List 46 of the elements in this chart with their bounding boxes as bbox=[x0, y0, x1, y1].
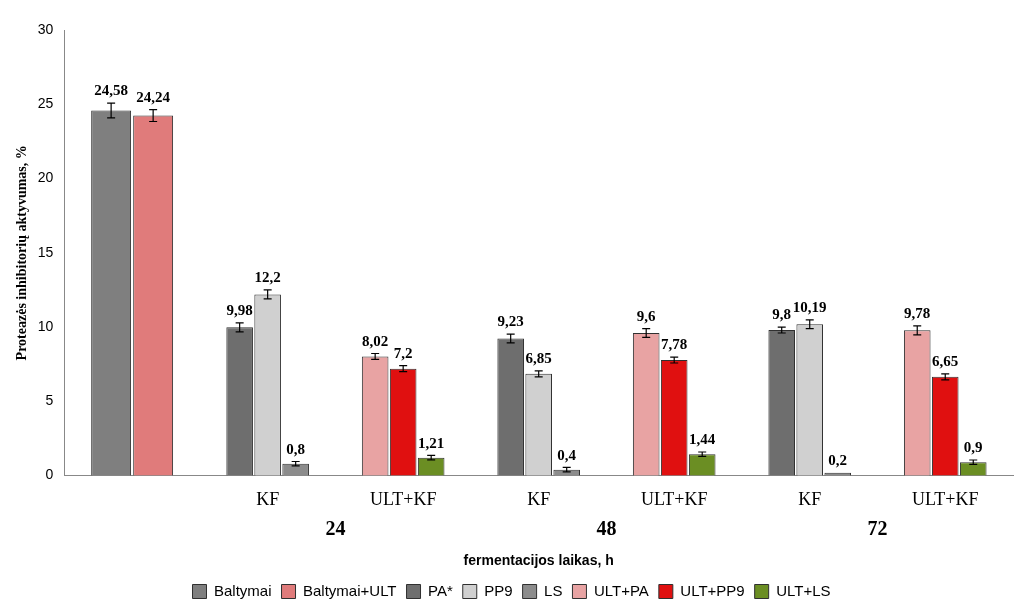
legend-label: PP9 bbox=[484, 581, 513, 599]
legend-label: PA* bbox=[428, 581, 453, 599]
x-tick-label: ULT+KF bbox=[369, 489, 437, 510]
data-label: 12,2 bbox=[254, 269, 281, 286]
data-label: 24,24 bbox=[136, 88, 171, 105]
x-axis-title: fermentacijos laikas, h bbox=[463, 552, 614, 569]
text: 48 bbox=[596, 516, 617, 539]
y-tick-label: 10 bbox=[37, 317, 54, 334]
legend-label: LS bbox=[544, 581, 563, 599]
data-label: 7,78 bbox=[661, 336, 688, 353]
legend-label: ULT+PA bbox=[593, 581, 649, 599]
data-label: 9,8 bbox=[772, 306, 792, 323]
x-tick-label: KF bbox=[527, 489, 551, 510]
text: 72 bbox=[867, 516, 888, 539]
data-label: 0,8 bbox=[286, 440, 306, 457]
x-tick-label: ULT+KF bbox=[911, 489, 979, 510]
data-label: 0,9 bbox=[963, 439, 983, 456]
y-tick-label: 30 bbox=[37, 20, 54, 37]
data-label: 6,85 bbox=[525, 350, 552, 367]
x-tick-label: ULT+KF bbox=[640, 489, 708, 510]
data-label: 10,19 bbox=[792, 299, 827, 316]
data-label: 8,02 bbox=[362, 332, 389, 349]
y-tick-label: 0 bbox=[45, 466, 54, 483]
y-tick-label: 25 bbox=[37, 95, 54, 112]
y-tick-label: 15 bbox=[37, 243, 54, 260]
data-label: 0,4 bbox=[557, 446, 577, 463]
legend-label: Baltymai bbox=[214, 581, 272, 599]
legend-label: ULT+LS bbox=[776, 581, 831, 599]
legend-label: Baltymai+ULT bbox=[303, 581, 397, 599]
y-axis-title: Proteazės inhibitorių aktyvumas, % bbox=[14, 145, 30, 361]
data-label: 1,21 bbox=[418, 434, 445, 451]
y-tick-label: 20 bbox=[37, 169, 54, 186]
data-label: 7,2 bbox=[393, 345, 413, 362]
y-tick-label: 5 bbox=[45, 392, 54, 409]
x-tick-label: KF bbox=[256, 489, 280, 510]
data-label: 9,23 bbox=[497, 313, 524, 330]
text: 24 bbox=[325, 516, 346, 539]
x-tick-label: KF bbox=[798, 489, 822, 510]
data-label: 6,65 bbox=[932, 353, 959, 370]
data-label: 9,6 bbox=[636, 307, 657, 324]
data-label: 1,44 bbox=[689, 431, 716, 448]
data-label: 24,58 bbox=[94, 82, 128, 99]
data-label: 9,78 bbox=[904, 305, 931, 322]
legend-label: ULT+PP9 bbox=[680, 581, 745, 599]
data-label: 9,98 bbox=[226, 302, 253, 319]
data-label: 0,2 bbox=[828, 452, 848, 468]
